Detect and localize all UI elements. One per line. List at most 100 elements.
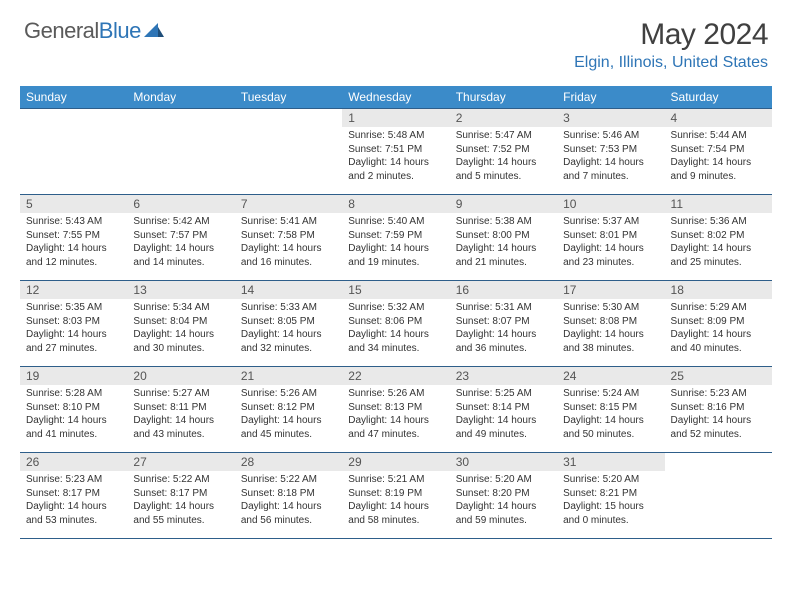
- calendar-cell-empty: [20, 109, 127, 195]
- calendar-row: 26Sunrise: 5:23 AMSunset: 8:17 PMDayligh…: [20, 453, 772, 539]
- calendar-cell: 12Sunrise: 5:35 AMSunset: 8:03 PMDayligh…: [20, 281, 127, 367]
- day-details: Sunrise: 5:41 AMSunset: 7:58 PMDaylight:…: [235, 213, 342, 271]
- calendar-cell: 21Sunrise: 5:26 AMSunset: 8:12 PMDayligh…: [235, 367, 342, 453]
- calendar-cell: 18Sunrise: 5:29 AMSunset: 8:09 PMDayligh…: [665, 281, 772, 367]
- day-number: 7: [235, 195, 342, 213]
- day-number: 17: [557, 281, 664, 299]
- day-number: 19: [20, 367, 127, 385]
- day-details: Sunrise: 5:31 AMSunset: 8:07 PMDaylight:…: [450, 299, 557, 357]
- day-number: 6: [127, 195, 234, 213]
- calendar-head: SundayMondayTuesdayWednesdayThursdayFrid…: [20, 86, 772, 109]
- day-number: 22: [342, 367, 449, 385]
- day-number: 5: [20, 195, 127, 213]
- calendar-cell: 10Sunrise: 5:37 AMSunset: 8:01 PMDayligh…: [557, 195, 664, 281]
- day-details: Sunrise: 5:46 AMSunset: 7:53 PMDaylight:…: [557, 127, 664, 185]
- calendar-cell: 14Sunrise: 5:33 AMSunset: 8:05 PMDayligh…: [235, 281, 342, 367]
- day-number: 24: [557, 367, 664, 385]
- day-details: Sunrise: 5:22 AMSunset: 8:17 PMDaylight:…: [127, 471, 234, 529]
- calendar-cell: 5Sunrise: 5:43 AMSunset: 7:55 PMDaylight…: [20, 195, 127, 281]
- day-details: Sunrise: 5:22 AMSunset: 8:18 PMDaylight:…: [235, 471, 342, 529]
- day-details: Sunrise: 5:34 AMSunset: 8:04 PMDaylight:…: [127, 299, 234, 357]
- weekday-header: Tuesday: [235, 86, 342, 109]
- calendar-cell: 26Sunrise: 5:23 AMSunset: 8:17 PMDayligh…: [20, 453, 127, 539]
- day-number: 25: [665, 367, 772, 385]
- weekday-header: Sunday: [20, 86, 127, 109]
- day-number: 30: [450, 453, 557, 471]
- weekday-header: Wednesday: [342, 86, 449, 109]
- day-number: 3: [557, 109, 664, 127]
- calendar-row: 1Sunrise: 5:48 AMSunset: 7:51 PMDaylight…: [20, 109, 772, 195]
- day-number: 14: [235, 281, 342, 299]
- day-number: 1: [342, 109, 449, 127]
- calendar-cell: 23Sunrise: 5:25 AMSunset: 8:14 PMDayligh…: [450, 367, 557, 453]
- calendar-cell: 15Sunrise: 5:32 AMSunset: 8:06 PMDayligh…: [342, 281, 449, 367]
- calendar-cell: 6Sunrise: 5:42 AMSunset: 7:57 PMDaylight…: [127, 195, 234, 281]
- day-number: 16: [450, 281, 557, 299]
- day-number: 28: [235, 453, 342, 471]
- calendar-row: 12Sunrise: 5:35 AMSunset: 8:03 PMDayligh…: [20, 281, 772, 367]
- day-details: Sunrise: 5:28 AMSunset: 8:10 PMDaylight:…: [20, 385, 127, 443]
- day-number: 12: [20, 281, 127, 299]
- day-details: Sunrise: 5:24 AMSunset: 8:15 PMDaylight:…: [557, 385, 664, 443]
- calendar-cell-empty: [665, 453, 772, 539]
- day-details: Sunrise: 5:33 AMSunset: 8:05 PMDaylight:…: [235, 299, 342, 357]
- calendar-row: 19Sunrise: 5:28 AMSunset: 8:10 PMDayligh…: [20, 367, 772, 453]
- day-details: Sunrise: 5:30 AMSunset: 8:08 PMDaylight:…: [557, 299, 664, 357]
- day-details: Sunrise: 5:48 AMSunset: 7:51 PMDaylight:…: [342, 127, 449, 185]
- month-title: May 2024: [574, 18, 768, 52]
- logo-text: GeneralBlue: [24, 18, 141, 44]
- day-number: 27: [127, 453, 234, 471]
- day-details: Sunrise: 5:26 AMSunset: 8:13 PMDaylight:…: [342, 385, 449, 443]
- day-number: 8: [342, 195, 449, 213]
- day-details: Sunrise: 5:43 AMSunset: 7:55 PMDaylight:…: [20, 213, 127, 271]
- calendar-cell: 30Sunrise: 5:20 AMSunset: 8:20 PMDayligh…: [450, 453, 557, 539]
- day-number: 4: [665, 109, 772, 127]
- calendar-cell: 4Sunrise: 5:44 AMSunset: 7:54 PMDaylight…: [665, 109, 772, 195]
- day-details: Sunrise: 5:36 AMSunset: 8:02 PMDaylight:…: [665, 213, 772, 271]
- header: GeneralBlue May 2024 Elgin, Illinois, Un…: [0, 0, 792, 76]
- calendar-cell: 31Sunrise: 5:20 AMSunset: 8:21 PMDayligh…: [557, 453, 664, 539]
- day-details: Sunrise: 5:21 AMSunset: 8:19 PMDaylight:…: [342, 471, 449, 529]
- calendar-cell: 7Sunrise: 5:41 AMSunset: 7:58 PMDaylight…: [235, 195, 342, 281]
- day-details: Sunrise: 5:23 AMSunset: 8:16 PMDaylight:…: [665, 385, 772, 443]
- calendar-cell: 17Sunrise: 5:30 AMSunset: 8:08 PMDayligh…: [557, 281, 664, 367]
- weekday-row: SundayMondayTuesdayWednesdayThursdayFrid…: [20, 86, 772, 109]
- calendar-cell: 25Sunrise: 5:23 AMSunset: 8:16 PMDayligh…: [665, 367, 772, 453]
- day-number: 9: [450, 195, 557, 213]
- day-details: Sunrise: 5:47 AMSunset: 7:52 PMDaylight:…: [450, 127, 557, 185]
- day-number: 2: [450, 109, 557, 127]
- calendar-cell: 2Sunrise: 5:47 AMSunset: 7:52 PMDaylight…: [450, 109, 557, 195]
- calendar-cell-empty: [127, 109, 234, 195]
- weekday-header: Thursday: [450, 86, 557, 109]
- day-details: Sunrise: 5:29 AMSunset: 8:09 PMDaylight:…: [665, 299, 772, 357]
- logo-word-2: Blue: [99, 18, 141, 43]
- location-text: Elgin, Illinois, United States: [574, 54, 768, 72]
- calendar-cell: 19Sunrise: 5:28 AMSunset: 8:10 PMDayligh…: [20, 367, 127, 453]
- weekday-header: Saturday: [665, 86, 772, 109]
- day-details: Sunrise: 5:20 AMSunset: 8:21 PMDaylight:…: [557, 471, 664, 529]
- day-details: Sunrise: 5:35 AMSunset: 8:03 PMDaylight:…: [20, 299, 127, 357]
- calendar-cell: 11Sunrise: 5:36 AMSunset: 8:02 PMDayligh…: [665, 195, 772, 281]
- calendar-cell: 16Sunrise: 5:31 AMSunset: 8:07 PMDayligh…: [450, 281, 557, 367]
- calendar-cell: 20Sunrise: 5:27 AMSunset: 8:11 PMDayligh…: [127, 367, 234, 453]
- day-number: 20: [127, 367, 234, 385]
- day-details: Sunrise: 5:32 AMSunset: 8:06 PMDaylight:…: [342, 299, 449, 357]
- calendar-cell: 8Sunrise: 5:40 AMSunset: 7:59 PMDaylight…: [342, 195, 449, 281]
- calendar-row: 5Sunrise: 5:43 AMSunset: 7:55 PMDaylight…: [20, 195, 772, 281]
- day-details: Sunrise: 5:20 AMSunset: 8:20 PMDaylight:…: [450, 471, 557, 529]
- calendar-cell: 1Sunrise: 5:48 AMSunset: 7:51 PMDaylight…: [342, 109, 449, 195]
- calendar-cell: 24Sunrise: 5:24 AMSunset: 8:15 PMDayligh…: [557, 367, 664, 453]
- day-details: Sunrise: 5:40 AMSunset: 7:59 PMDaylight:…: [342, 213, 449, 271]
- calendar-cell: 3Sunrise: 5:46 AMSunset: 7:53 PMDaylight…: [557, 109, 664, 195]
- day-number: 18: [665, 281, 772, 299]
- day-details: Sunrise: 5:23 AMSunset: 8:17 PMDaylight:…: [20, 471, 127, 529]
- calendar-body: 1Sunrise: 5:48 AMSunset: 7:51 PMDaylight…: [20, 109, 772, 539]
- day-number: 26: [20, 453, 127, 471]
- calendar-cell: 29Sunrise: 5:21 AMSunset: 8:19 PMDayligh…: [342, 453, 449, 539]
- calendar-cell: 13Sunrise: 5:34 AMSunset: 8:04 PMDayligh…: [127, 281, 234, 367]
- calendar-cell: 27Sunrise: 5:22 AMSunset: 8:17 PMDayligh…: [127, 453, 234, 539]
- day-details: Sunrise: 5:26 AMSunset: 8:12 PMDaylight:…: [235, 385, 342, 443]
- day-number: 11: [665, 195, 772, 213]
- day-details: Sunrise: 5:42 AMSunset: 7:57 PMDaylight:…: [127, 213, 234, 271]
- day-number: 15: [342, 281, 449, 299]
